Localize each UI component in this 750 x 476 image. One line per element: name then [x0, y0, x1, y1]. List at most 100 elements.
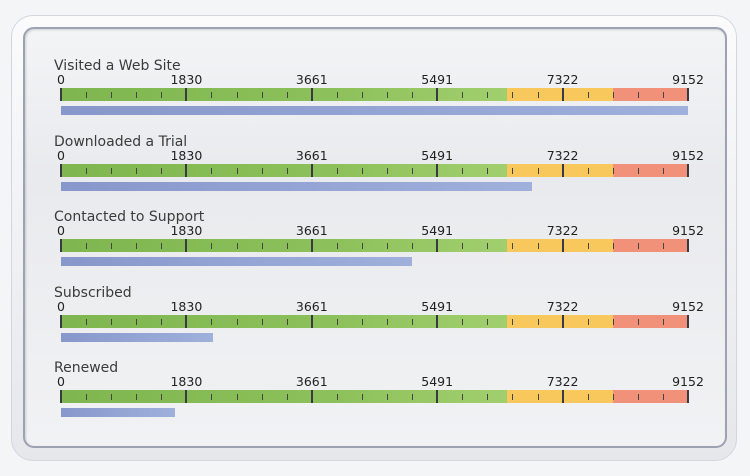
minor-tick [462, 318, 464, 325]
scale-label: 7322 [546, 374, 579, 389]
minor-tick [612, 394, 614, 400]
scale-label: 0 [57, 374, 65, 389]
major-tick [687, 314, 689, 328]
major-tick [185, 163, 188, 177]
scale-label: 9152 [672, 374, 704, 389]
gauge-scale [60, 239, 689, 252]
minor-tick [136, 92, 138, 98]
minor-tick [412, 394, 414, 400]
range-band [61, 163, 507, 177]
minor-tick [161, 243, 163, 249]
scale-label: 1830 [170, 298, 203, 314]
minor-tick [387, 167, 389, 174]
minor-tick [286, 92, 288, 98]
gauge-scale [60, 88, 689, 101]
minor-tick [86, 92, 88, 98]
major-tick [436, 88, 439, 101]
minor-tick [462, 92, 464, 98]
scale-label: 0 [57, 147, 65, 163]
minor-tick [512, 318, 514, 325]
minor-tick [261, 243, 263, 249]
value-bar [61, 408, 175, 417]
minor-tick [136, 167, 138, 174]
minor-tick [537, 318, 539, 325]
minor-tick [86, 318, 88, 325]
range-band [61, 239, 507, 252]
gauge: Subscribed 0 1830 3661 5491 7322 9152 [0, 285, 750, 355]
minor-tick [612, 318, 614, 325]
scale-label: 9152 [672, 72, 704, 87]
minor-tick [412, 318, 414, 325]
scale-label: 3661 [295, 72, 328, 87]
scale-label: 3661 [295, 298, 328, 314]
scale-label: 5491 [421, 147, 454, 163]
major-tick [60, 163, 62, 177]
minor-tick [537, 167, 539, 174]
major-tick [687, 88, 689, 101]
major-tick [185, 88, 188, 101]
minor-tick [261, 167, 263, 174]
minor-tick [387, 243, 389, 249]
minor-tick [286, 318, 288, 325]
minor-tick [512, 167, 514, 174]
minor-tick [111, 243, 113, 249]
minor-tick [387, 92, 389, 98]
value-bar [61, 257, 412, 266]
minor-tick [361, 167, 363, 174]
minor-tick [587, 394, 589, 400]
minor-tick [236, 243, 238, 249]
minor-tick [637, 394, 639, 400]
minor-tick [161, 318, 163, 325]
minor-tick [637, 243, 639, 249]
range-band [506, 163, 613, 177]
minor-tick [136, 394, 138, 400]
major-tick [687, 239, 689, 252]
minor-tick [662, 243, 664, 249]
minor-tick [286, 394, 288, 400]
gauge-scale [60, 390, 689, 403]
gauge: Downloaded a Trial 0 1830 3661 5491 7322 9152 [0, 134, 750, 204]
minor-tick [662, 394, 664, 400]
minor-tick [637, 92, 639, 98]
minor-tick [286, 243, 288, 249]
minor-tick [261, 92, 263, 98]
minor-tick [512, 394, 514, 400]
range-band [612, 163, 688, 177]
minor-tick [336, 318, 338, 325]
major-tick [310, 390, 313, 403]
range-band [612, 390, 688, 403]
scale-label: 3661 [295, 374, 328, 389]
major-tick [561, 314, 564, 328]
minor-tick [286, 167, 288, 174]
scale-label: 1830 [170, 374, 203, 389]
minor-tick [161, 394, 163, 400]
minor-tick [236, 318, 238, 325]
minor-tick [261, 394, 263, 400]
major-tick [60, 88, 62, 101]
minor-tick [487, 243, 489, 249]
minor-tick [412, 92, 414, 98]
minor-tick [387, 318, 389, 325]
minor-tick [136, 318, 138, 325]
minor-tick [462, 394, 464, 400]
minor-tick [336, 243, 338, 249]
minor-tick [211, 318, 213, 325]
gauge-scale [60, 163, 689, 177]
minor-tick [336, 92, 338, 98]
minor-tick [662, 92, 664, 98]
major-tick [310, 239, 313, 252]
range-band [612, 88, 688, 101]
minor-tick [86, 243, 88, 249]
major-tick [561, 390, 564, 403]
minor-tick [161, 167, 163, 174]
scale-label: 3661 [295, 147, 328, 163]
minor-tick [487, 394, 489, 400]
minor-tick [111, 167, 113, 174]
major-tick [436, 314, 439, 328]
major-tick [185, 239, 188, 252]
major-tick [310, 314, 313, 328]
major-tick [561, 239, 564, 252]
major-tick [561, 163, 564, 177]
scale-label: 5491 [421, 298, 454, 314]
gauge: Visited a Web Site 0 1830 3661 5491 7322 9152 [0, 58, 750, 128]
